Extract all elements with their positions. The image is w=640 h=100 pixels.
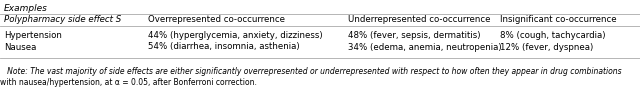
Text: Polypharmacy side effect S: Polypharmacy side effect S [4,16,121,24]
Text: Insignificant co-occurrence: Insignificant co-occurrence [500,16,616,24]
Text: with nausea/hypertension, at α = 0.05, after Bonferroni correction.: with nausea/hypertension, at α = 0.05, a… [0,78,257,87]
Text: 54% (diarrhea, insomnia, asthenia): 54% (diarrhea, insomnia, asthenia) [148,42,300,52]
Text: 12% (fever, dyspnea): 12% (fever, dyspnea) [500,42,593,52]
Text: Note: The vast majority of side effects are either significantly overrepresented: Note: The vast majority of side effects … [0,67,621,76]
Text: 34% (edema, anemia, neutropenia): 34% (edema, anemia, neutropenia) [348,42,502,52]
Text: Nausea: Nausea [4,42,36,52]
Text: 48% (fever, sepsis, dermatitis): 48% (fever, sepsis, dermatitis) [348,32,481,40]
Text: Hypertension: Hypertension [4,32,62,40]
Text: 44% (hyperglycemia, anxiety, dizziness): 44% (hyperglycemia, anxiety, dizziness) [148,32,323,40]
Text: Overrepresented co-occurrence: Overrepresented co-occurrence [148,16,285,24]
Text: 8% (cough, tachycardia): 8% (cough, tachycardia) [500,32,605,40]
Text: Examples: Examples [4,4,48,13]
Text: Underrepresented co-occurrence: Underrepresented co-occurrence [348,16,490,24]
